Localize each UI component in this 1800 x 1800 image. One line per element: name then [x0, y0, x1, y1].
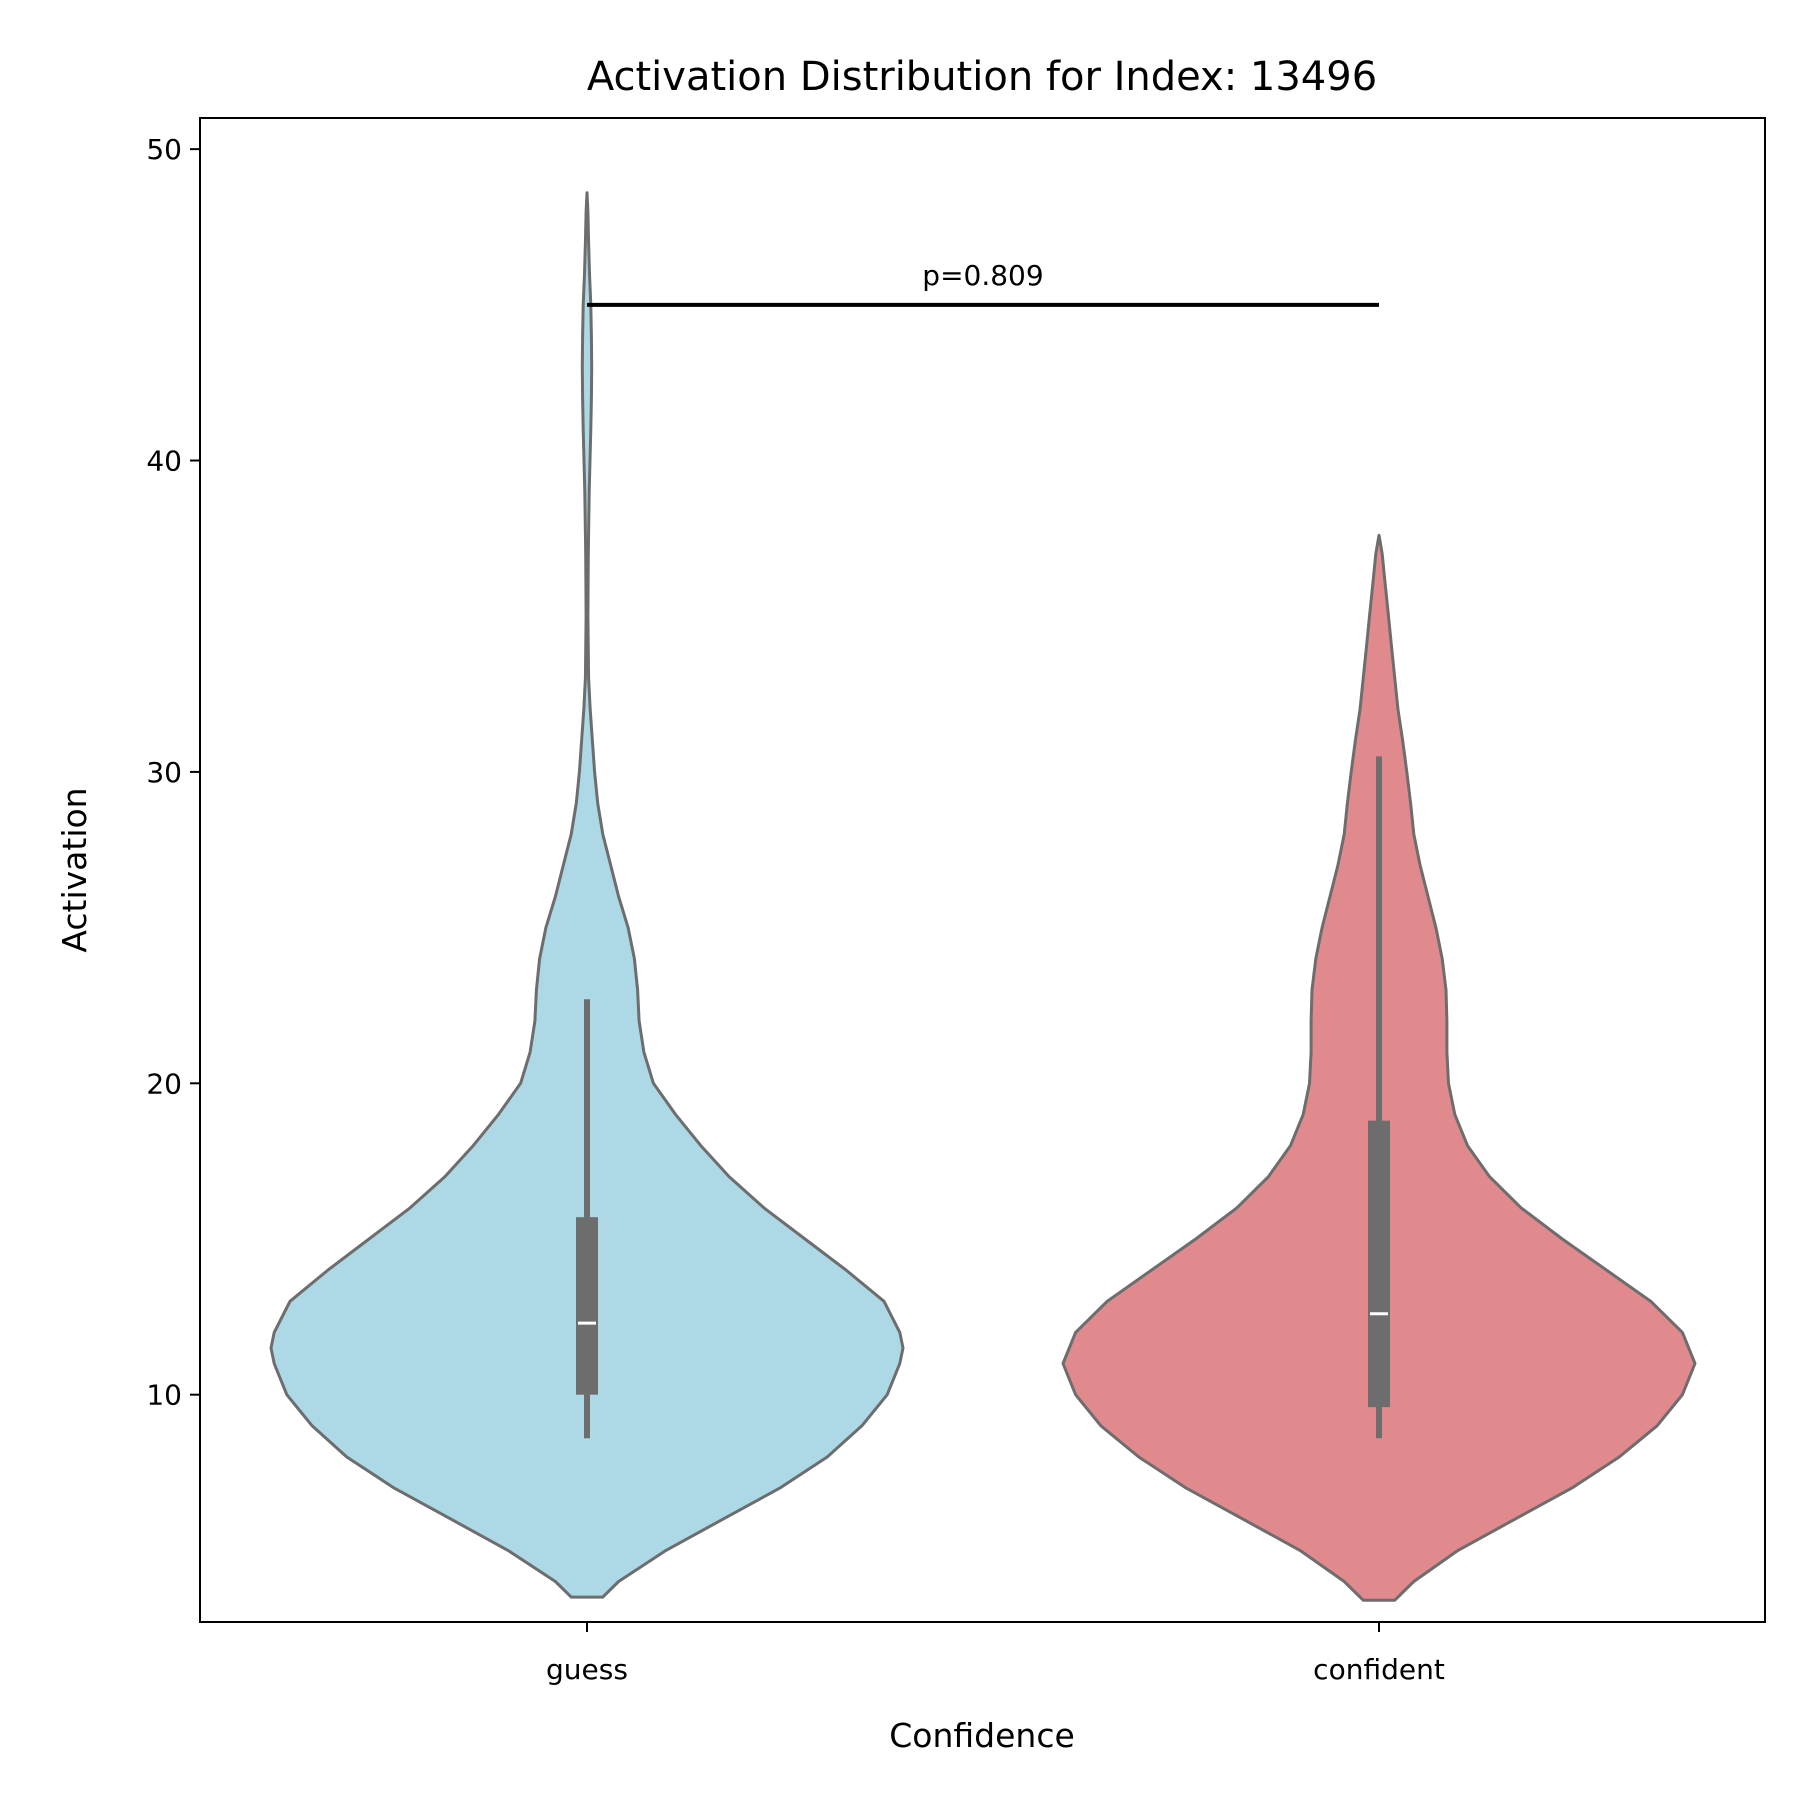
iqr-box-confident — [1368, 1120, 1390, 1408]
iqr-box-guess — [576, 1217, 598, 1395]
y-axis-label: Activation — [55, 787, 94, 952]
violin-guess — [269, 191, 905, 1599]
x-tick-label-confident: confident — [1313, 1653, 1445, 1686]
y-tick-label: 30 — [146, 756, 182, 789]
y-tick-label: 10 — [146, 1379, 182, 1412]
violins-layer — [269, 191, 1697, 1602]
chart-title: Activation Distribution for Index: 13496 — [587, 54, 1377, 100]
y-tick-label: 20 — [146, 1067, 182, 1100]
y-axis-ticks: 10 20 30 40 50 — [146, 133, 200, 1412]
x-axis-label: Confidence — [889, 1716, 1075, 1755]
annotation-layer: p=0.809 — [587, 259, 1379, 307]
y-tick-label: 50 — [146, 133, 182, 166]
x-axis-ticks: guess confident — [546, 1622, 1445, 1686]
y-tick-label: 40 — [146, 445, 182, 478]
p-value-label: p=0.809 — [922, 259, 1043, 292]
plot-frame — [199, 117, 1766, 1623]
x-tick-label-guess: guess — [546, 1653, 628, 1686]
